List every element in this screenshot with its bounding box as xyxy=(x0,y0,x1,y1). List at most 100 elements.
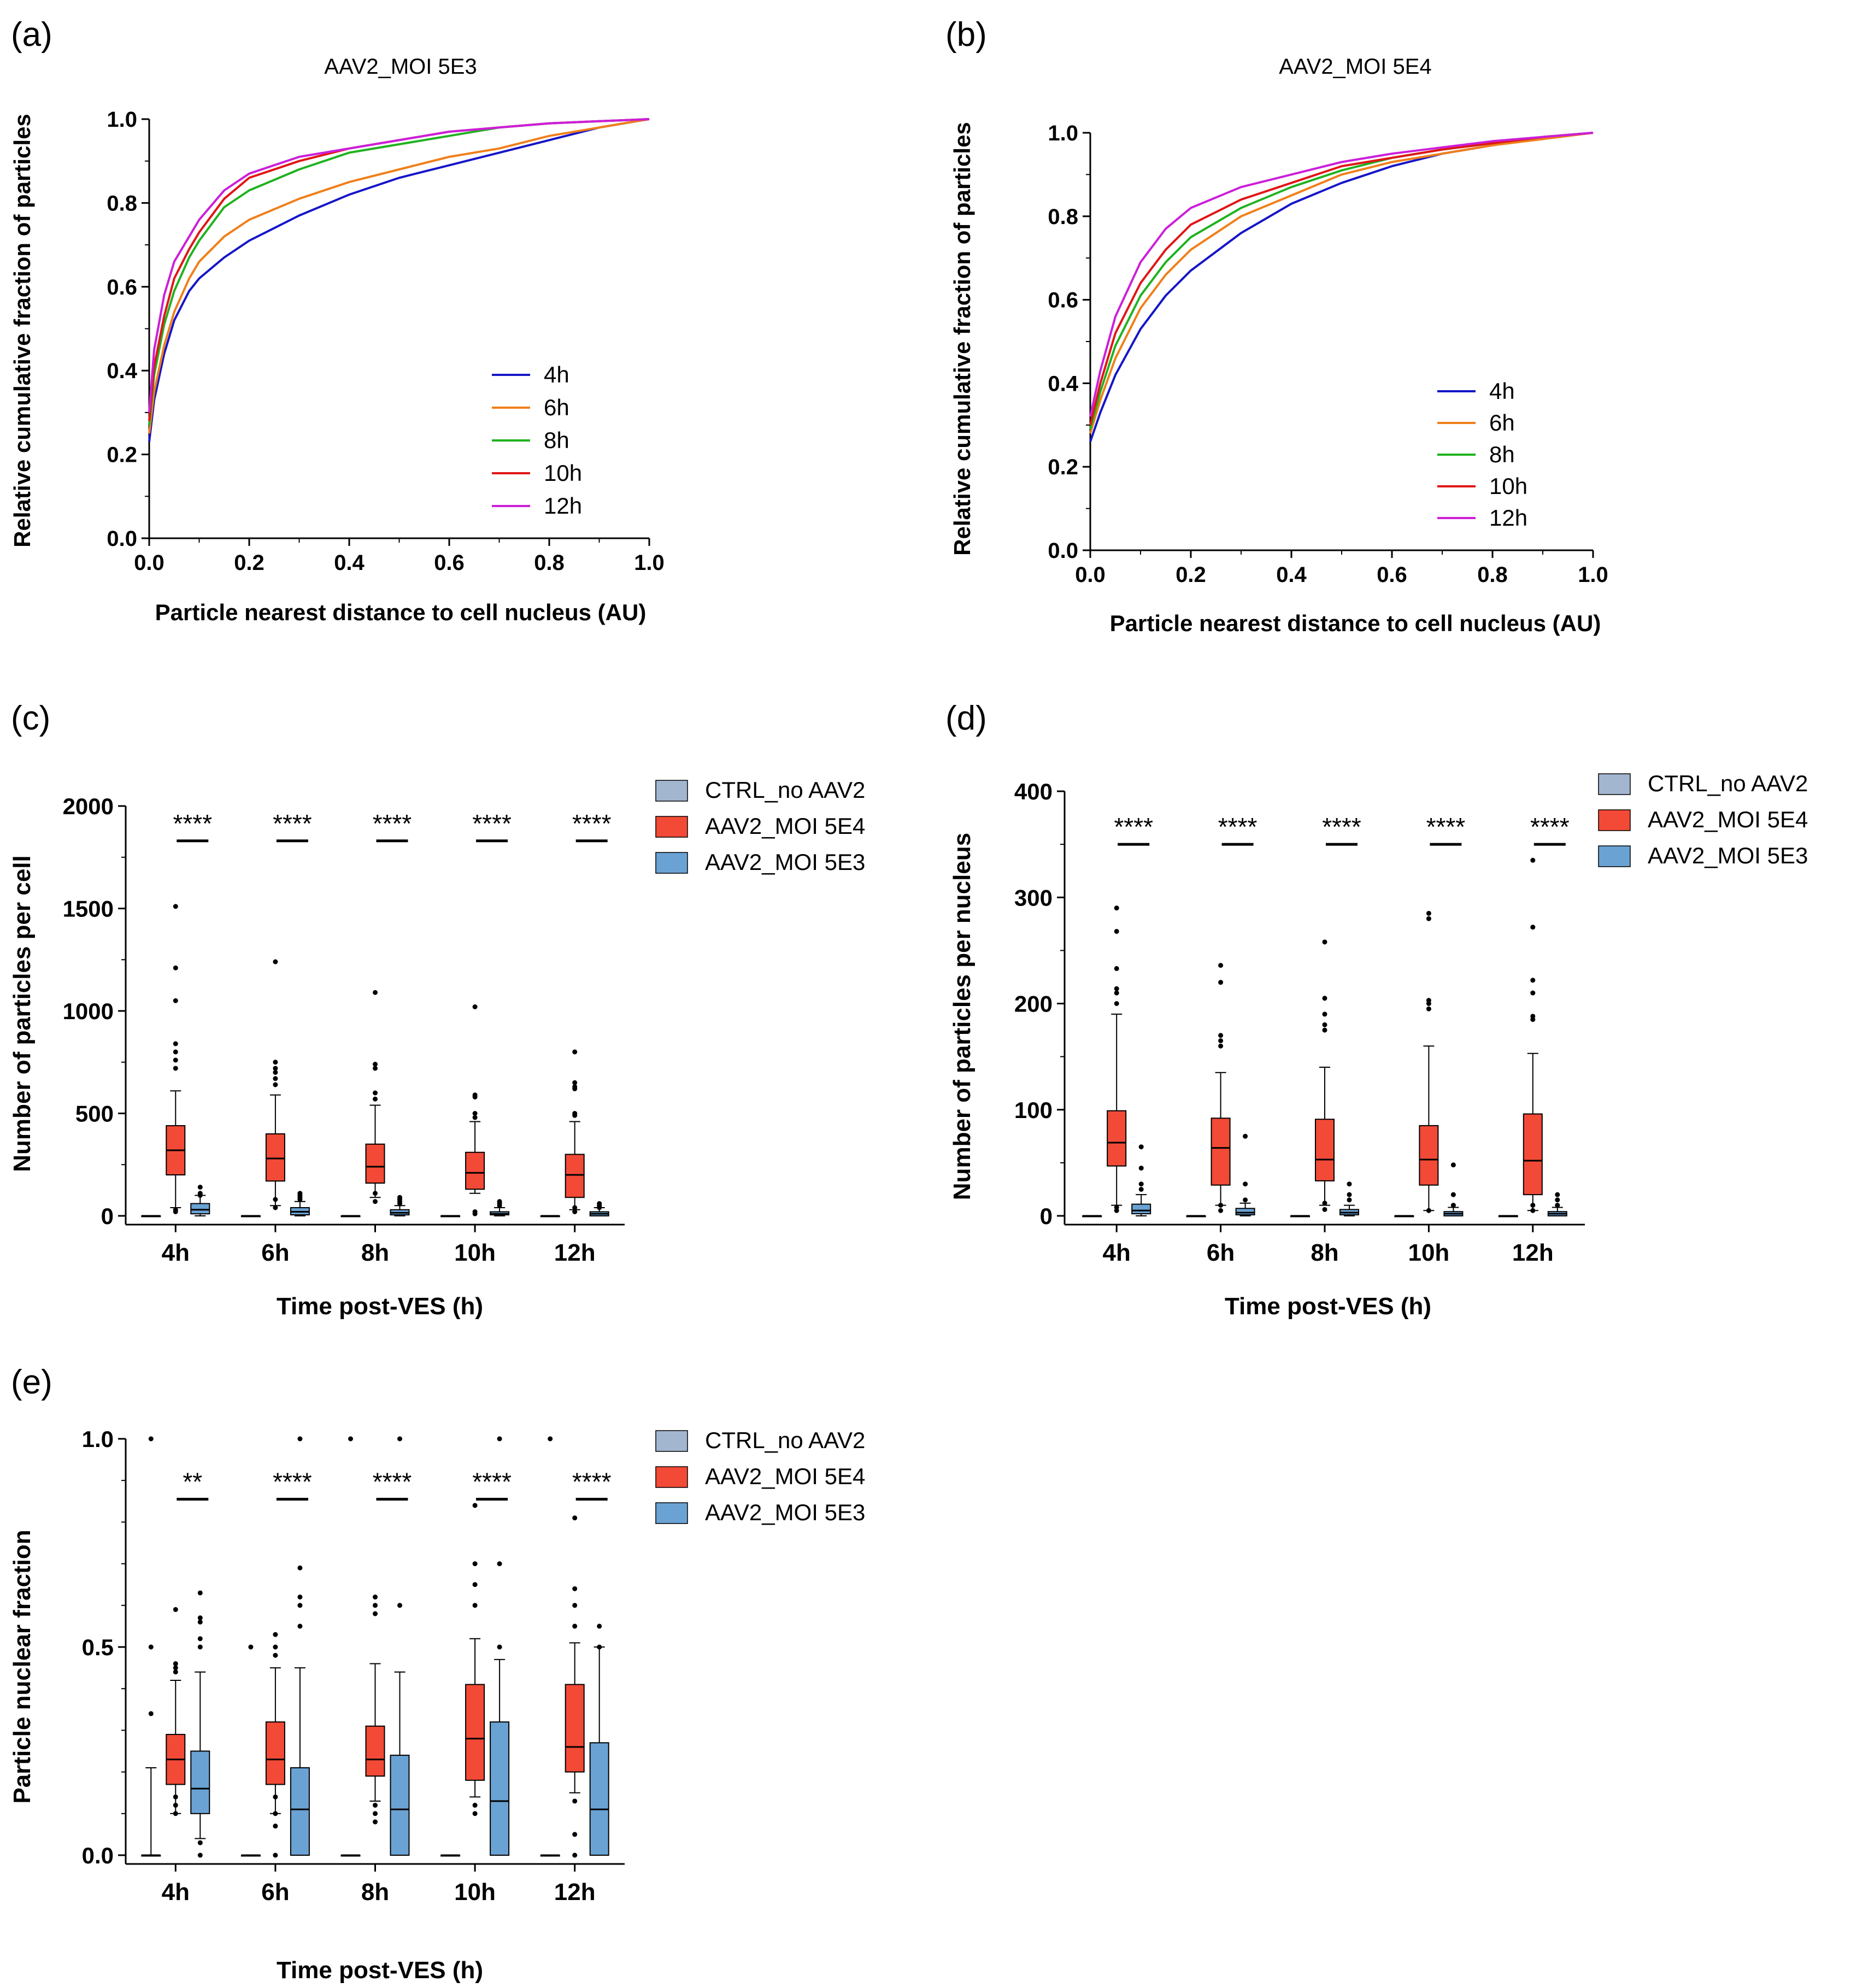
box-moi5e3 xyxy=(1235,1208,1255,1216)
outlier-point xyxy=(248,1644,254,1650)
outlier-point xyxy=(1530,1017,1536,1022)
outlier-point xyxy=(197,1852,203,1858)
outlier-point xyxy=(1530,925,1536,930)
outlier-point xyxy=(297,1624,303,1629)
significance-label: ** xyxy=(183,1467,202,1496)
box-moi5e4 xyxy=(1523,1113,1543,1196)
legend-label-ctrl: CTRL_no AAV2 xyxy=(705,1427,865,1453)
panel-b-line-chart: AAV2_MOI 5E4 Particle nearest distance t… xyxy=(949,55,1608,636)
outlier-point xyxy=(1426,910,1431,916)
legend-label-12h: 12h xyxy=(1489,505,1527,531)
legend-label-moi5e3: AAV2_MOI 5E3 xyxy=(1648,843,1808,868)
outlier-point xyxy=(472,1803,478,1808)
outlier-point xyxy=(373,990,378,995)
x-axis-label: Time post-VES (h) xyxy=(277,1957,483,1984)
outlier-point xyxy=(1322,1027,1327,1033)
y-tick-label: 0.8 xyxy=(107,191,137,215)
outlier-point xyxy=(572,1515,578,1521)
significance-label: **** xyxy=(1530,813,1570,841)
x-tick-label: 6h xyxy=(1207,1239,1235,1266)
outlier-point xyxy=(1114,905,1119,911)
series-line-6h xyxy=(1089,132,1594,434)
outlier-point xyxy=(472,1004,478,1009)
outlier-point xyxy=(273,1070,278,1075)
x-axis-label: Time post-VES (h) xyxy=(277,1293,483,1320)
outlier-point xyxy=(472,1211,478,1216)
outlier-point xyxy=(1322,1022,1327,1027)
outlier-point xyxy=(297,1197,303,1202)
legend-label-moi5e3: AAV2_MOI 5E3 xyxy=(705,849,865,875)
outlier-point xyxy=(297,1603,303,1608)
x-tick-label: 0.8 xyxy=(1477,563,1508,587)
y-tick-label: 0 xyxy=(101,1203,114,1229)
outlier-point xyxy=(173,1811,178,1816)
y-tick-label: 0.6 xyxy=(1048,289,1078,313)
panel-label-e: (e) xyxy=(11,1363,52,1401)
outlier-point xyxy=(472,1111,478,1116)
outlier-point xyxy=(397,1436,402,1442)
outlier-point xyxy=(1218,980,1224,985)
outlier-point xyxy=(1114,928,1119,934)
legend-swatch-moi5e3 xyxy=(1598,845,1631,867)
box-moi5e3 xyxy=(190,1203,210,1215)
x-tick-label: 12h xyxy=(554,1879,596,1905)
box-moi5e4 xyxy=(565,1154,585,1198)
outlier-point xyxy=(1114,1208,1119,1213)
legend-label-8h: 8h xyxy=(1489,442,1515,467)
legend-label-moi5e4: AAV2_MOI 5E4 xyxy=(705,813,865,839)
y-tick-label: 200 xyxy=(1014,991,1053,1017)
panel-label-d: (d) xyxy=(945,699,987,737)
outlier-point xyxy=(173,1803,178,1808)
series-line-12h xyxy=(1089,132,1594,417)
legend-label-moi5e3: AAV2_MOI 5E3 xyxy=(705,1499,865,1525)
outlier-point xyxy=(148,1644,154,1650)
outlier-point xyxy=(497,1436,502,1442)
outlier-point xyxy=(373,1811,378,1816)
outlier-point xyxy=(1218,963,1224,968)
x-tick-label: 0.6 xyxy=(434,551,465,575)
outlier-point xyxy=(173,1049,178,1055)
y-tick-label: 0.6 xyxy=(107,275,137,299)
outlier-point xyxy=(548,1436,553,1442)
outlier-point xyxy=(297,1436,303,1442)
outlier-point xyxy=(173,1661,178,1666)
box-moi5e3 xyxy=(290,1767,310,1856)
y-axis-label: Relative cumulative fraction of particle… xyxy=(9,114,35,548)
outlier-point xyxy=(472,1561,478,1567)
outlier-point xyxy=(273,1197,278,1202)
panel-d-box-plot: Time post-VES (h) Number of particles pe… xyxy=(949,771,1808,1320)
y-tick-label: 400 xyxy=(1014,779,1053,804)
outlier-point xyxy=(1138,1166,1144,1171)
y-tick-label: 0.2 xyxy=(1048,455,1078,479)
series-line-6h xyxy=(148,118,650,434)
box-moi5e4 xyxy=(1211,1117,1231,1186)
outlier-point xyxy=(173,965,178,971)
y-tick-label: 0 xyxy=(1040,1203,1053,1229)
outlier-point xyxy=(472,1503,478,1508)
outlier-point xyxy=(273,1082,278,1087)
outlier-point xyxy=(373,1066,378,1071)
outlier-point xyxy=(1114,966,1119,971)
y-tick-label: 0.5 xyxy=(82,1634,114,1660)
outlier-point xyxy=(572,1205,578,1210)
outlier-point xyxy=(373,1595,378,1600)
significance-label: **** xyxy=(572,809,612,838)
outlier-point xyxy=(1450,1192,1456,1197)
outlier-point xyxy=(197,1185,203,1190)
outlier-point xyxy=(173,1669,178,1675)
outlier-point xyxy=(1426,916,1431,921)
significance-label: **** xyxy=(273,809,312,838)
y-tick-label: 0.0 xyxy=(107,527,137,551)
x-tick-label: 4h xyxy=(162,1239,190,1266)
legend-label-10h: 10h xyxy=(1489,473,1527,499)
y-tick-label: 0.0 xyxy=(82,1843,114,1868)
y-tick-label: 0.2 xyxy=(107,443,137,467)
significance-label: **** xyxy=(1426,813,1466,841)
x-tick-label: 6h xyxy=(261,1879,289,1905)
outlier-point xyxy=(1218,1038,1224,1043)
outlier-point xyxy=(1218,1033,1224,1038)
legend-label-8h: 8h xyxy=(544,427,569,453)
legend-swatch-moi5e4 xyxy=(1598,809,1631,831)
outlier-point xyxy=(173,1041,178,1046)
